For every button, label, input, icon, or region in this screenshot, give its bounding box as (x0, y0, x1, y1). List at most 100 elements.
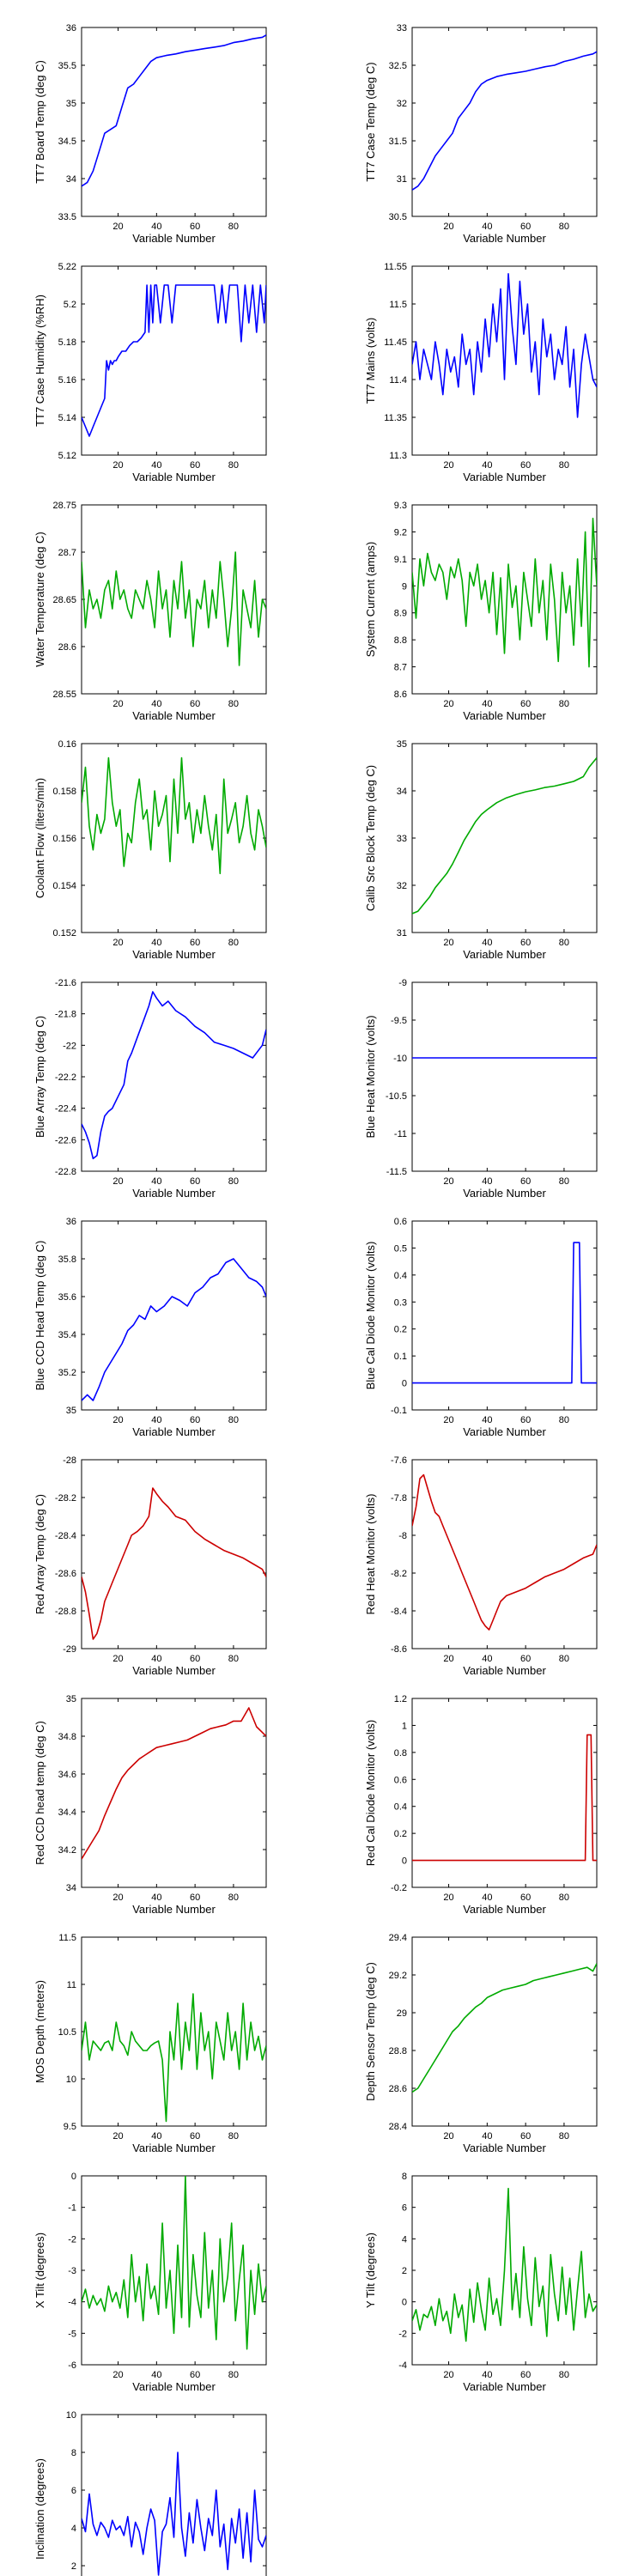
x-tick-label: 80 (559, 1176, 569, 1187)
x-tick-label: 60 (520, 2131, 531, 2142)
y-tick-label: -9.5 (391, 1016, 407, 1026)
y-tick-label: 2 (402, 2266, 407, 2276)
y-tick-label: 11.55 (384, 262, 407, 272)
y-tick-label: 5.18 (58, 337, 76, 348)
chart-4: 11.3 11.35 11.4 11.45 11.5 11.55 20 40 60 80 Varia… (364, 262, 598, 483)
plot-frame (81, 27, 267, 217)
y-tick-label: 10 (66, 2075, 76, 2085)
y-tick-label: 0.158 (52, 787, 76, 797)
x-tick-label: 40 (482, 2370, 492, 2380)
x-axis-label: Variable Number (463, 1903, 546, 1916)
x-tick-label: 20 (443, 2370, 453, 2380)
x-tick-label: 60 (520, 1654, 531, 1664)
y-tick-label: 34.6 (58, 1770, 76, 1780)
x-tick-label: 20 (112, 1654, 123, 1664)
y-tick-label: 34 (66, 174, 76, 185)
x-tick-label: 40 (482, 1893, 492, 1903)
y-tick-label: 4 (402, 2234, 407, 2245)
y-tick-label: 36 (66, 23, 76, 33)
x-tick-label: 20 (443, 2131, 453, 2142)
y-axis-label: X Tilt (degrees) (33, 2233, 46, 2308)
y-tick-label: 11.4 (389, 375, 407, 386)
x-tick-label: 80 (559, 2131, 569, 2142)
y-tick-label: -28.6 (55, 1569, 76, 1579)
y-tick-label: 28.65 (52, 595, 76, 605)
y-tick-label: 29 (397, 2008, 407, 2019)
x-tick-label: 80 (228, 1654, 239, 1664)
chart-7: 0.152 0.154 0.156 0.158 0.16 20 40 60 80 Variable… (33, 739, 267, 961)
y-tick-label: 28.6 (389, 2084, 407, 2094)
y-tick-label: 34.8 (58, 1732, 76, 1742)
x-tick-label: 40 (151, 1415, 161, 1425)
x-axis-label: Variable Number (132, 2380, 216, 2393)
y-axis-label: Blue CCD Head Temp (deg C) (33, 1241, 46, 1391)
x-tick-label: 60 (190, 1176, 200, 1187)
x-axis-label: Variable Number (132, 1903, 216, 1916)
x-tick-label: 40 (151, 460, 161, 471)
x-axis-label: Variable Number (463, 2142, 546, 2154)
x-tick-label: 60 (520, 1415, 531, 1425)
y-tick-label: 35.4 (58, 1330, 76, 1340)
y-tick-label: 0 (402, 1379, 407, 1389)
plot-frame (81, 1220, 267, 1411)
y-tick-label: -2 (68, 2234, 76, 2245)
y-axis-label: Y Tilt (degrees) (364, 2233, 377, 2308)
x-tick-label: 80 (559, 1654, 569, 1664)
y-axis-label: TT7 Mains (volts) (364, 318, 377, 404)
series-line (412, 1734, 597, 1862)
chart-10: -11.5 -11 -10.5 -10 -9.5 -9 20 40 60 80 Variable N… (364, 978, 598, 1200)
x-axis-label: Variable Number (132, 2142, 216, 2154)
x-tick-label: 40 (151, 938, 161, 948)
chart-15: 34 34.2 34.4 34.6 34.8 35 20 40 60 80 Variable Num… (33, 1694, 267, 1916)
y-tick-label: 11.5 (389, 300, 407, 310)
series-line (82, 991, 266, 1160)
x-axis-label: Variable Number (463, 471, 546, 483)
y-tick-label: 32.5 (389, 61, 407, 71)
x-tick-label: 40 (151, 699, 161, 709)
y-axis-label: TT7 Case Temp (deg C) (364, 62, 377, 181)
y-tick-label: 5.2 (64, 300, 76, 310)
y-tick-label: 5.16 (58, 375, 76, 386)
y-tick-label: 0.4 (394, 1802, 407, 1813)
y-tick-label: 0.16 (58, 739, 76, 750)
y-tick-label: 33 (397, 834, 407, 844)
y-axis-label: Inclination (degrees) (33, 2458, 46, 2560)
x-tick-label: 40 (482, 1176, 492, 1187)
x-tick-label: 40 (151, 1654, 161, 1664)
x-tick-label: 60 (190, 222, 200, 232)
plot-frame (411, 1220, 598, 1411)
y-tick-label: 36 (66, 1217, 76, 1227)
y-tick-label: 0.4 (394, 1271, 407, 1281)
x-tick-label: 40 (482, 222, 492, 232)
x-axis-label: Variable Number (463, 1425, 546, 1438)
y-axis-label: MOS Depth (meters) (33, 1980, 46, 2083)
y-tick-label: 6 (402, 2203, 407, 2214)
chart-11: 35 35.2 35.4 35.6 35.8 36 20 40 60 80 Variable Num… (33, 1217, 267, 1438)
y-tick-label: -7.8 (391, 1493, 407, 1504)
y-tick-label: 11.3 (389, 451, 407, 461)
series-line (82, 2451, 266, 2576)
y-tick-label: 11 (67, 1980, 76, 1990)
y-tick-label: 8.6 (394, 690, 407, 700)
series-line (82, 284, 266, 437)
chart-2: 30.5 31 31.5 32 32.5 33 20 40 60 80 Variable Numbe… (364, 23, 598, 245)
y-tick-label: 28.8 (389, 2046, 407, 2057)
plot-frame (81, 2175, 267, 2366)
y-tick-label: -22 (63, 1041, 76, 1051)
y-tick-label: 35.5 (58, 61, 76, 71)
y-tick-label: -1 (68, 2203, 76, 2214)
y-tick-label: 0.154 (52, 881, 76, 891)
chart-20: -4 -2 0 2 4 6 8 20 40 60 80 Variable Number Y Tilt (… (364, 2172, 598, 2393)
x-tick-label: 80 (228, 1415, 239, 1425)
y-tick-label: -5 (68, 2329, 76, 2339)
chart-21: 024681020406080Variable NumberInclinatio… (33, 2410, 267, 2576)
y-tick-label: 0.8 (394, 1748, 407, 1759)
y-tick-label: 11.45 (384, 337, 407, 348)
series-line (82, 1707, 266, 1860)
y-tick-label: -0.2 (391, 1883, 407, 1893)
series-line (82, 756, 266, 875)
y-tick-label: 0.1 (394, 1352, 407, 1362)
y-axis-label: Calib Src Block Temp (deg C) (364, 765, 377, 911)
y-tick-label: -10.5 (386, 1091, 407, 1102)
x-tick-label: 60 (190, 699, 200, 709)
